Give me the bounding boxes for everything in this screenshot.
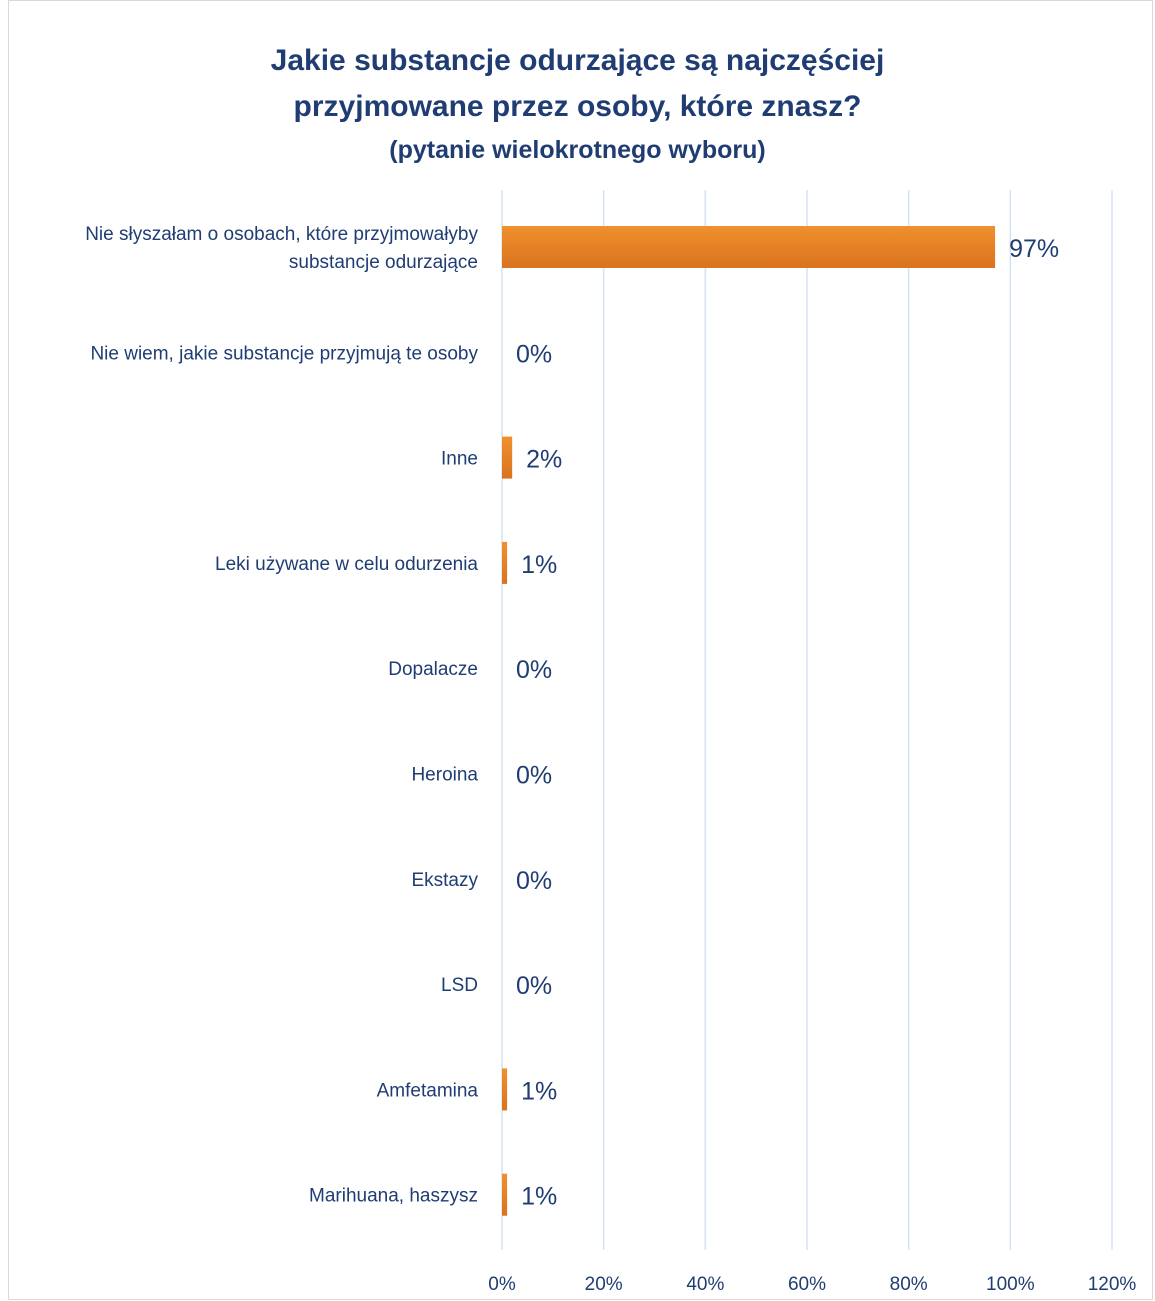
category-label: Leki używane w celu odurzenia bbox=[215, 554, 478, 575]
value-label: 1% bbox=[521, 1183, 557, 1211]
value-labels: 97% 0% 2% 1% 0% 0% 0% 0% 1% 1% bbox=[516, 235, 1059, 1211]
value-label: 2% bbox=[526, 446, 562, 474]
value-label: 0% bbox=[516, 762, 552, 790]
x-tick-label: 40% bbox=[686, 1274, 724, 1295]
category-label-line: Heroina bbox=[411, 765, 478, 786]
bar bbox=[502, 436, 513, 479]
value-label: 97% bbox=[1009, 235, 1059, 263]
x-tick-label: 100% bbox=[986, 1274, 1035, 1295]
category-label: Dopalacze bbox=[388, 659, 478, 680]
bars bbox=[502, 226, 996, 1216]
value-label: 1% bbox=[521, 551, 557, 579]
x-tick-label: 0% bbox=[488, 1274, 516, 1295]
x-tick-label: 80% bbox=[890, 1274, 928, 1295]
category-label-line: Leki używane w celu odurzenia bbox=[215, 554, 478, 575]
category-label-line: substancje odurzające bbox=[289, 252, 478, 273]
category-label-line: LSD bbox=[441, 975, 478, 996]
chart-title-block: Jakie substancje odurzające są najczęści… bbox=[0, 38, 1155, 170]
x-tick-label: 120% bbox=[1088, 1274, 1137, 1295]
bar bbox=[502, 1068, 508, 1111]
category-label: Inne bbox=[441, 449, 478, 470]
category-label: Marihuana, haszysz bbox=[309, 1186, 478, 1207]
category-label-line: Marihuana, haszysz bbox=[309, 1186, 478, 1207]
category-label-line: Nie słyszałam o osobach, które przyjmowa… bbox=[85, 224, 478, 245]
category-label: Nie słyszałam o osobach, które przyjmowa… bbox=[85, 224, 478, 273]
category-label: Ekstazy bbox=[411, 870, 478, 891]
x-tick-labels: 0% 20% 40% 60% 80% 100% 120% bbox=[488, 1274, 1136, 1295]
gridlines bbox=[501, 190, 1113, 1250]
category-label: LSD bbox=[441, 975, 478, 996]
chart-title-line-2: przyjmowane przez osoby, które znasz? bbox=[293, 90, 862, 123]
chart-title-line-1: Jakie substancje odurzające są najczęści… bbox=[270, 44, 885, 77]
value-label: 0% bbox=[516, 972, 552, 1000]
chart-subtitle: (pytanie wielokrotnego wyboru) bbox=[389, 136, 766, 164]
chart-frame bbox=[8, 0, 1153, 1300]
value-label: 1% bbox=[521, 1077, 557, 1105]
x-tick-label: 60% bbox=[788, 1274, 826, 1295]
value-label: 0% bbox=[516, 656, 552, 684]
category-label-line: Dopalacze bbox=[388, 659, 478, 680]
category-label-line: Amfetamina bbox=[377, 1080, 479, 1101]
value-label: 0% bbox=[516, 867, 552, 895]
category-label-line: Inne bbox=[441, 449, 478, 470]
category-label: Heroina bbox=[411, 765, 478, 786]
category-label: Nie wiem, jakie substancje przyjmują te … bbox=[90, 343, 478, 364]
bar bbox=[502, 541, 508, 584]
x-tick-label: 20% bbox=[585, 1274, 623, 1295]
bar bbox=[502, 226, 996, 268]
bar bbox=[502, 1173, 508, 1216]
category-label-line: Nie wiem, jakie substancje przyjmują te … bbox=[90, 343, 478, 364]
category-label-line: Ekstazy bbox=[411, 870, 478, 891]
value-label: 0% bbox=[516, 340, 552, 368]
category-labels: Nie słyszałam o osobach, które przyjmowa… bbox=[85, 224, 478, 1207]
category-label: Amfetamina bbox=[377, 1080, 479, 1101]
